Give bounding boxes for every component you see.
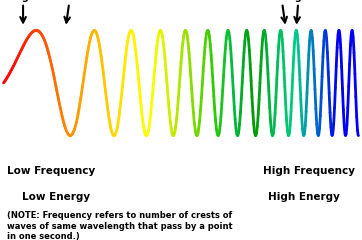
Text: (NOTE: Frequency refers to number of crests of
waves of same wavelength that pas: (NOTE: Frequency refers to number of cre…: [7, 211, 233, 240]
Text: High Energy: High Energy: [268, 192, 340, 202]
Text: Low Energy: Low Energy: [22, 192, 90, 202]
Text: Short
Wave
Length: Short Wave Length: [275, 0, 314, 2]
Text: Low Frequency: Low Frequency: [7, 166, 96, 176]
Text: High Frequency: High Frequency: [263, 166, 355, 176]
Text: Long
Wave
Length: Long Wave Length: [2, 0, 41, 2]
